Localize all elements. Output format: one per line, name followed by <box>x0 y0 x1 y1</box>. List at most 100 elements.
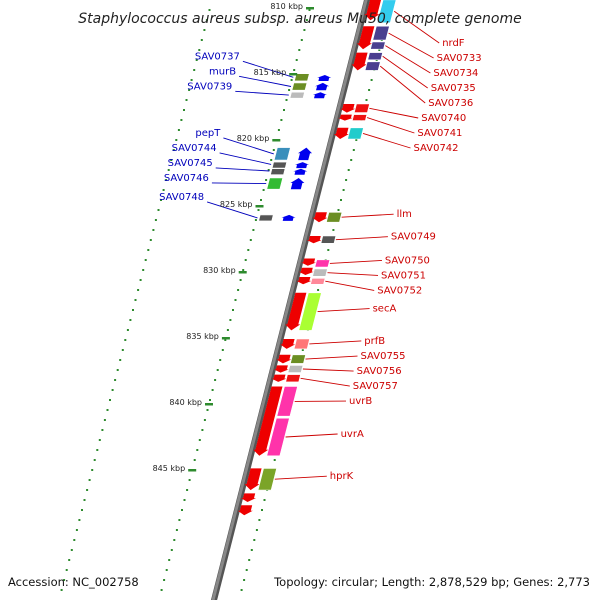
tick-dot <box>250 549 253 551</box>
tick-dot <box>109 399 111 401</box>
gene-box-reverse <box>270 168 286 175</box>
tick-dot <box>258 519 261 521</box>
kbp-label: 830 kbp <box>203 266 236 275</box>
tick-dot <box>91 469 94 471</box>
gene-label-forward: secA <box>373 304 397 315</box>
tick-dot <box>239 279 242 281</box>
cds-arrows-layer <box>237 0 382 516</box>
tick-dot <box>177 129 180 131</box>
gene-label-forward: prfB <box>364 336 385 347</box>
gene-box-forward <box>285 374 301 383</box>
tick-dot <box>78 519 81 521</box>
gene-label-forward: SAV0735 <box>431 83 476 94</box>
label-leader-forward <box>317 308 370 313</box>
tick-dot <box>183 499 186 501</box>
tick-dot <box>175 529 178 531</box>
tick-dot <box>88 479 91 481</box>
kbp-marks-layer: 810 kbp 815 kbp 820 kbp 825 kbp 830 kbp 835 k… <box>153 2 314 473</box>
kbp-label: 845 kbp <box>153 464 186 473</box>
tick-dot <box>180 119 183 121</box>
tick-dot <box>229 319 232 321</box>
tick-dot <box>200 39 203 41</box>
tick-dot <box>111 389 114 391</box>
gene-label-forward: llm <box>397 209 412 220</box>
tick-dot <box>154 219 157 221</box>
label-leader-forward <box>300 377 350 387</box>
kbp-tick <box>238 271 247 274</box>
gene-box-forward <box>364 61 381 71</box>
cds-forward-arrow <box>301 258 317 266</box>
kbp-tick <box>255 205 264 208</box>
gene-box-reverse <box>294 73 310 82</box>
gene-label-forward: nrdF <box>442 38 465 49</box>
tick-dot <box>370 79 373 81</box>
label-leader-reverse <box>223 137 274 155</box>
cds-forward-arrow <box>298 267 314 275</box>
tick-dot <box>142 269 145 271</box>
gene-label-forward: SAV0734 <box>433 68 478 79</box>
cds-forward-arrow <box>271 374 287 382</box>
gene-box-forward <box>266 417 290 457</box>
tick-dot <box>240 589 243 591</box>
gene-box-forward <box>290 354 306 364</box>
label-leader-forward <box>382 55 428 89</box>
tick-dot <box>121 349 124 351</box>
cds-forward-arrow <box>351 52 368 71</box>
cds-forward-arrow <box>364 0 382 21</box>
cds-forward-arrow <box>273 365 289 373</box>
gene-label-reverse: SAV0739 <box>187 81 232 92</box>
tick-dot <box>216 369 219 371</box>
tick-dot <box>93 459 96 461</box>
gene-label-reverse: SAV0746 <box>164 173 209 184</box>
tick-dot <box>114 379 117 381</box>
tick-dot <box>81 509 83 511</box>
tick-dot <box>272 149 275 151</box>
tick-dot <box>263 499 266 501</box>
tick-dot <box>243 579 246 581</box>
tick-dot <box>203 419 206 421</box>
kbp-label: 835 kbp <box>186 332 219 341</box>
tick-dot <box>132 309 134 311</box>
kbp-label: 820 kbp <box>237 134 270 143</box>
tick-dot <box>165 179 168 181</box>
label-leader-reverse <box>219 152 272 165</box>
gene-label-forward: SAV0755 <box>361 351 406 362</box>
tick-dot <box>267 169 270 171</box>
gene-box-forward <box>353 103 370 113</box>
tick-dot <box>262 189 265 191</box>
cds-forward-arrow <box>237 505 253 516</box>
cds-forward-arrow <box>276 354 292 364</box>
topology-text: Topology: circular; Length: 2,878,529 bp… <box>273 575 590 589</box>
tick-dot <box>365 99 368 101</box>
tick-dot <box>237 289 240 291</box>
gene-boxes-layer <box>257 0 397 491</box>
gene-box-forward <box>326 212 343 223</box>
gene-box-forward <box>347 127 364 140</box>
tick-dot <box>245 569 248 571</box>
kbp-tick <box>221 337 230 340</box>
accession-text: Accession: NC_002758 <box>8 575 139 589</box>
tick-dot <box>253 539 256 541</box>
gene-box-forward <box>310 277 326 285</box>
tick-dot <box>261 509 263 511</box>
tick-dot <box>260 199 262 201</box>
gene-label-reverse: murB <box>209 66 236 77</box>
gene-label-forward: uvrB <box>349 396 372 407</box>
tick-dot <box>208 9 211 11</box>
cds-reverse-arrow <box>295 162 309 169</box>
gene-box-reverse <box>271 161 288 169</box>
gene-label-reverse: SAV0737 <box>195 51 240 62</box>
tick-dot <box>352 149 355 151</box>
gene-label-forward: SAV0751 <box>381 270 426 281</box>
tick-dot <box>300 39 303 41</box>
tick-dot <box>206 409 209 411</box>
cds-forward-arrow <box>280 339 296 349</box>
tick-dot <box>188 479 191 481</box>
gene-box-forward <box>298 292 322 331</box>
tick-dot <box>144 259 147 261</box>
gene-label-forward: uvrA <box>341 429 364 440</box>
gene-box-forward <box>370 41 386 50</box>
kbp-tick <box>272 139 281 142</box>
tick-dot <box>257 209 260 211</box>
backbone-layer <box>210 0 371 600</box>
